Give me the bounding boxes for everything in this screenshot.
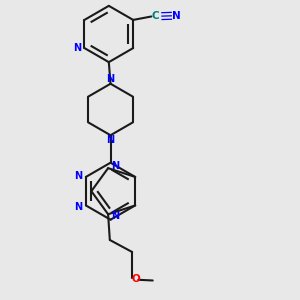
Text: N: N [74,202,82,212]
Text: N: N [74,43,82,53]
Text: N: N [111,161,119,171]
Text: N: N [111,211,119,221]
Text: N: N [172,11,181,21]
Text: N: N [74,171,82,181]
Text: N: N [106,74,115,84]
Text: O: O [131,274,140,284]
Text: N: N [106,135,115,146]
Text: C: C [152,11,159,22]
